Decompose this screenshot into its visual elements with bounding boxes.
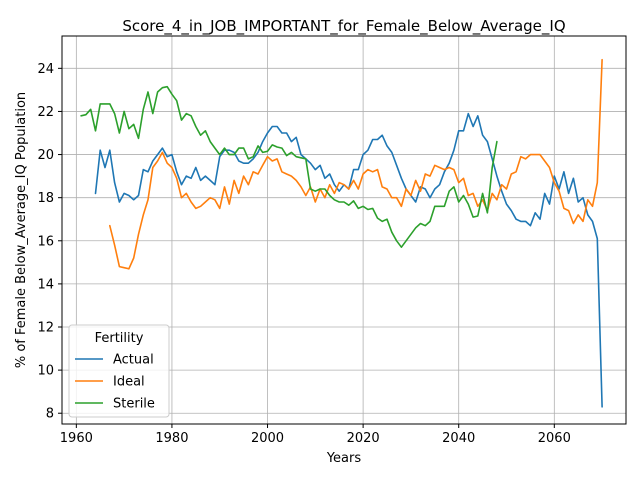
legend-title: Fertility <box>95 331 144 346</box>
legend-label-sterile: Sterile <box>113 397 155 412</box>
legend: Fertility Actual Ideal Sterile <box>68 324 170 418</box>
y-tick-label: 24 <box>37 62 54 77</box>
legend-entries: Actual Ideal Sterile <box>75 353 155 412</box>
x-tick-label: 1980 <box>155 431 188 446</box>
y-tick-label: 8 <box>46 407 54 422</box>
y-tick-label: 16 <box>37 234 54 249</box>
series-layer <box>80 58 603 408</box>
y-axis-ticks: 8 10 12 14 16 18 20 22 24 <box>37 62 62 422</box>
x-tick-label: 1960 <box>60 431 93 446</box>
y-tick-label: 20 <box>37 148 54 163</box>
chart-title: Score_4_in_JOB_IMPORTANT_for_Female_Belo… <box>122 17 565 36</box>
x-axis-ticks: 1960 1980 2000 2020 2040 2060 <box>60 424 571 446</box>
y-axis-label: % of Female Below_Average_IQ Population <box>14 92 29 368</box>
legend-label-actual: Actual <box>113 353 154 368</box>
series-line-ideal <box>109 58 603 270</box>
y-tick-label: 22 <box>37 105 54 120</box>
y-tick-label: 14 <box>37 277 54 292</box>
x-tick-label: 2060 <box>538 431 571 446</box>
x-axis-label: Years <box>326 451 362 466</box>
y-tick-label: 12 <box>37 321 54 336</box>
y-tick-label: 10 <box>37 364 54 379</box>
series-line-sterile <box>80 85 498 248</box>
y-tick-label: 18 <box>37 191 54 206</box>
plot-area-frame <box>61 35 627 425</box>
x-tick-label: 2000 <box>251 431 284 446</box>
legend-frame <box>68 324 170 418</box>
x-tick-label: 2040 <box>442 431 475 446</box>
x-tick-label: 2020 <box>347 431 380 446</box>
legend-label-ideal: Ideal <box>113 375 145 390</box>
